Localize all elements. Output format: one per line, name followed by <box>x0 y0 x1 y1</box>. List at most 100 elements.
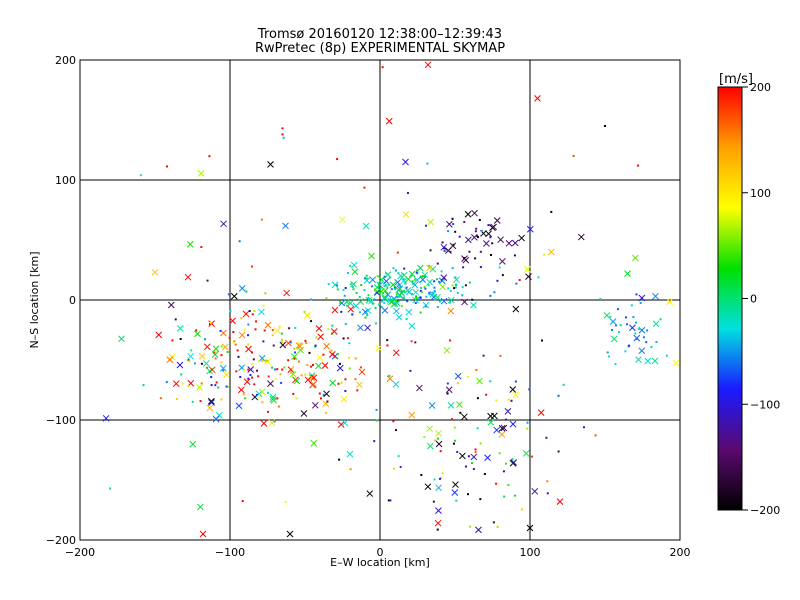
data-point-dot <box>423 275 426 278</box>
data-point-dot <box>481 229 484 232</box>
data-point-cross <box>316 354 324 361</box>
data-point-cross <box>258 308 265 316</box>
data-point-cross <box>426 264 433 272</box>
data-point-cross <box>196 383 203 391</box>
data-point-dot <box>398 295 401 298</box>
data-point-cross <box>485 230 492 238</box>
data-point-cross <box>310 439 318 447</box>
data-point-cross <box>471 234 478 241</box>
data-point-dot <box>436 528 439 531</box>
data-point-dot <box>423 436 426 439</box>
data-point-cross <box>357 324 364 332</box>
x-axis-ticks: −200 −100 0 100 200 <box>65 60 691 559</box>
data-point-dot <box>320 397 323 400</box>
data-point-cross <box>454 372 462 380</box>
data-point-dot <box>348 342 351 345</box>
colorbar-tick-label: 100 <box>750 187 771 200</box>
data-point-dot <box>283 366 286 369</box>
data-point-dot <box>330 349 333 352</box>
data-point-dot <box>520 508 523 511</box>
data-point-dot <box>438 300 441 303</box>
data-point-dot <box>502 470 505 473</box>
data-point-dot <box>419 296 422 299</box>
data-point-cross <box>526 225 534 233</box>
data-point-cross <box>400 271 408 279</box>
data-point-dot <box>434 439 437 442</box>
data-point-dot <box>397 284 400 287</box>
data-point-cross <box>220 220 227 228</box>
data-point-dot <box>378 303 381 306</box>
data-point-dot <box>604 125 606 127</box>
data-point-dot <box>366 314 369 317</box>
data-point-dot <box>495 482 498 485</box>
data-point-cross <box>310 374 318 382</box>
data-point-cross <box>443 347 451 354</box>
x-tick-label: −200 <box>65 546 95 559</box>
data-point-cross <box>402 211 410 218</box>
data-point-dot <box>375 322 378 325</box>
data-point-cross <box>311 401 319 409</box>
data-point-dot <box>614 362 617 365</box>
data-point-dot <box>646 329 649 332</box>
data-point-cross <box>242 310 250 318</box>
data-point-dot <box>489 380 492 383</box>
data-point-cross <box>356 381 363 389</box>
data-point-dot <box>424 305 427 308</box>
data-point-dot <box>411 292 414 295</box>
data-point-cross <box>408 411 416 419</box>
data-point-cross <box>223 371 230 379</box>
data-point-cross <box>293 377 301 385</box>
data-point-cross <box>358 368 366 376</box>
y-tick-label: 200 <box>55 54 76 67</box>
data-point-cross <box>330 328 338 335</box>
data-point-dot <box>428 291 431 294</box>
data-point-dot <box>466 375 469 378</box>
data-point-dot <box>297 360 300 363</box>
data-point-dot <box>443 249 446 252</box>
data-point-dot <box>392 420 395 423</box>
data-point-dot <box>436 262 439 265</box>
data-point-dot <box>414 341 417 344</box>
data-point-dot <box>639 301 642 304</box>
data-point-dot <box>454 230 457 233</box>
data-point-dot <box>273 420 276 423</box>
data-point-cross <box>198 352 206 360</box>
y-tick-label: 100 <box>55 174 76 187</box>
data-point-cross <box>321 362 329 369</box>
data-point-cross <box>329 379 337 387</box>
data-point-dot <box>433 478 436 481</box>
data-point-cross <box>251 393 259 401</box>
data-point-cross <box>237 386 245 394</box>
data-point-dot <box>403 291 406 294</box>
data-point-dot <box>232 330 235 333</box>
data-point-cross <box>434 519 442 527</box>
data-point-dot <box>624 350 627 353</box>
data-point-dot <box>297 342 300 345</box>
data-point-dot <box>511 458 514 461</box>
data-point-dot <box>467 455 470 458</box>
data-point-dot <box>617 308 620 311</box>
data-point-dot <box>261 359 264 362</box>
data-point-dot <box>293 347 296 350</box>
data-point-dot <box>295 397 298 400</box>
data-point-dot <box>454 286 457 289</box>
data-point-dot <box>338 362 341 365</box>
data-point-dot <box>562 383 565 386</box>
data-point-dot <box>187 385 190 388</box>
data-point-dot <box>557 450 560 453</box>
data-point-cross <box>189 440 197 448</box>
data-point-cross <box>255 390 263 398</box>
data-point-dot <box>477 236 480 239</box>
data-point-dot <box>550 210 553 213</box>
data-point-cross <box>219 364 227 372</box>
data-point-cross <box>221 343 229 351</box>
data-point-dot <box>139 174 142 177</box>
data-point-dot <box>340 381 343 384</box>
data-point-cross <box>207 397 215 405</box>
data-point-dot <box>243 328 246 331</box>
data-point-dot <box>410 274 413 277</box>
data-point-dot <box>617 331 620 334</box>
data-point-dot <box>342 337 345 340</box>
data-point-dot <box>327 283 330 286</box>
data-point-dot <box>352 288 355 291</box>
